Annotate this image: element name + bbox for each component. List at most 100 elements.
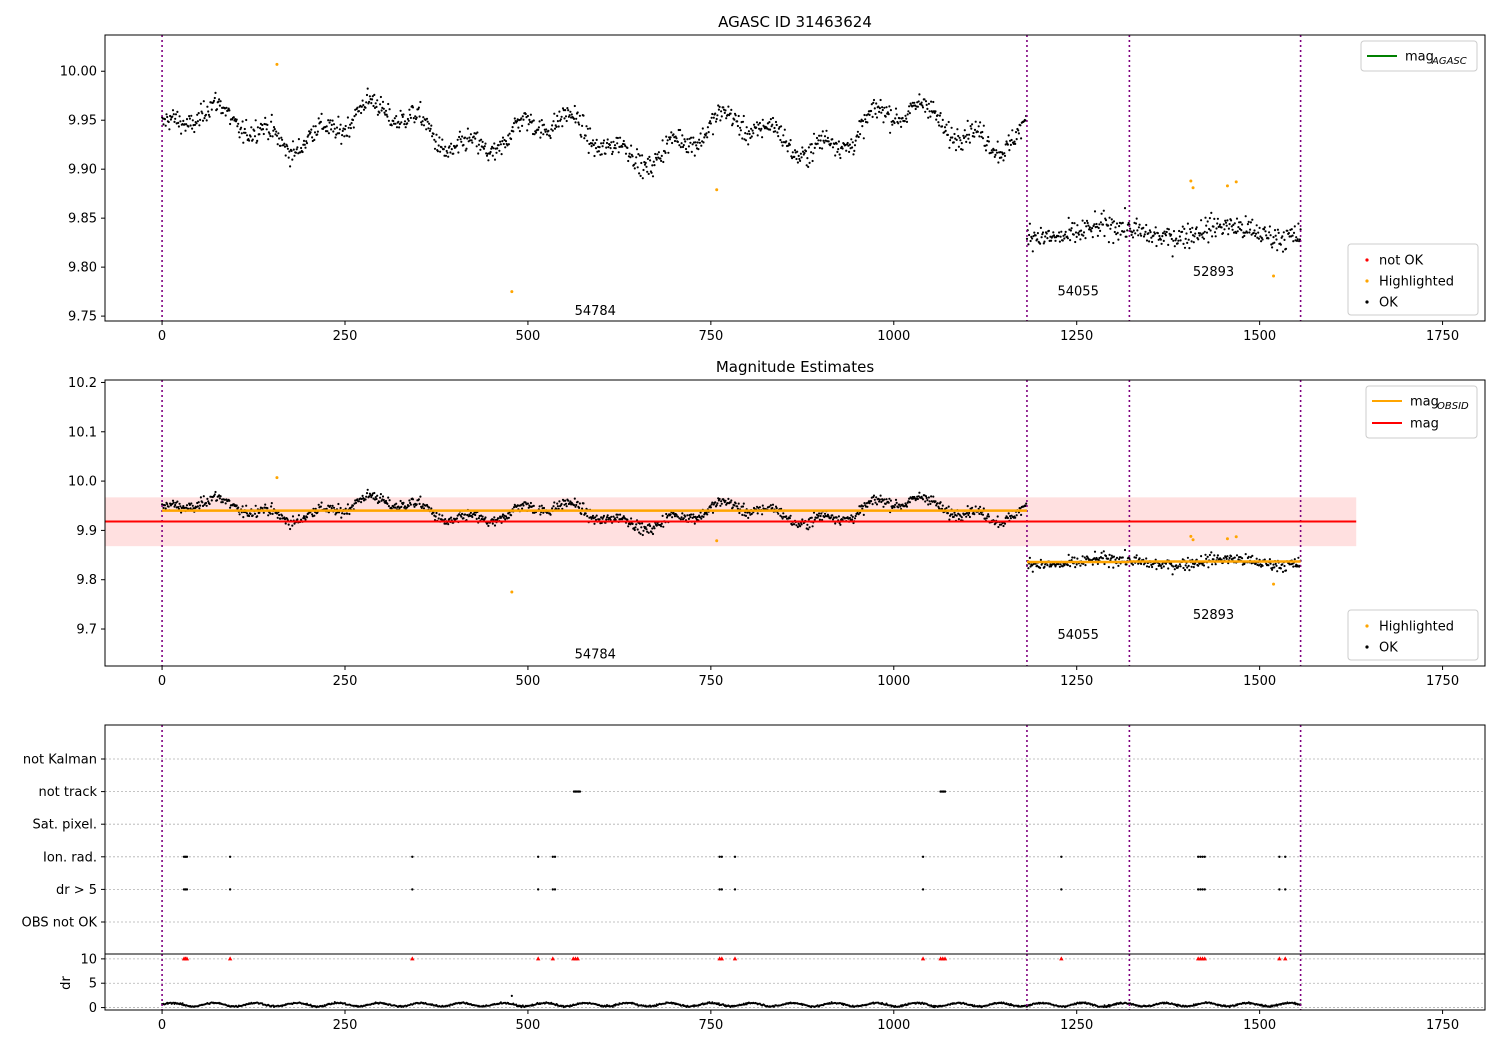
legend-label: not OK bbox=[1379, 254, 1424, 269]
x-tick-label: 1500 bbox=[1243, 1018, 1276, 1033]
flag-point bbox=[553, 855, 557, 858]
dr-not-ok-marker bbox=[184, 956, 190, 961]
dr-panel: 0 250 500 750 1000 1250 1500 1750 0 5 10 dr bbox=[59, 952, 1486, 1033]
x-tick-label: 0 bbox=[158, 1018, 166, 1033]
legend-box bbox=[1365, 385, 1478, 439]
dr-not-ok-marker bbox=[575, 956, 580, 961]
flag-point bbox=[578, 790, 582, 793]
legend-marker bbox=[1365, 645, 1369, 649]
dr-not-ok-marker bbox=[920, 956, 926, 961]
y-tick-label: 9.95 bbox=[68, 114, 97, 129]
highlighted-point bbox=[715, 539, 719, 543]
flag-point bbox=[553, 888, 557, 891]
legend-marker bbox=[1365, 258, 1369, 262]
flag-point bbox=[185, 855, 189, 858]
y-tick-label: 9.8 bbox=[76, 573, 97, 588]
flag-point bbox=[718, 888, 721, 891]
flag-row-label: Ion. rad. bbox=[43, 850, 97, 865]
panel-title-agasc: AGASC ID 31463624 bbox=[718, 13, 872, 31]
flag-point bbox=[185, 888, 189, 891]
highlighted-point bbox=[1234, 180, 1238, 184]
flag-point bbox=[921, 855, 925, 858]
flag-point bbox=[720, 855, 724, 858]
obsid-label: 54055 bbox=[1057, 628, 1098, 643]
y-tick-label: 10.0 bbox=[68, 475, 97, 490]
x-tick-label: 1750 bbox=[1426, 1018, 1459, 1033]
flag-point bbox=[1196, 888, 1200, 891]
highlighted-point bbox=[1272, 582, 1276, 586]
legend-label: OK bbox=[1379, 641, 1398, 656]
dr-not-ok-marker bbox=[1059, 956, 1064, 961]
flag-point bbox=[228, 888, 232, 891]
flag-point bbox=[1203, 855, 1206, 858]
highlighted-point bbox=[1225, 184, 1229, 188]
highlighted-point bbox=[1191, 538, 1195, 542]
legend-label: OK bbox=[1379, 296, 1398, 311]
dr-not-ok-marker bbox=[732, 956, 738, 961]
flag-row-label: not Kalman bbox=[23, 753, 97, 768]
flag-point bbox=[1201, 888, 1204, 891]
x-tick-label: 1000 bbox=[877, 329, 910, 344]
y-tick-label: 9.9 bbox=[76, 524, 97, 539]
highlighted-point bbox=[510, 590, 514, 594]
highlighted-point bbox=[1189, 179, 1193, 183]
y-tick-label: 9.7 bbox=[76, 623, 97, 638]
dr-not-ok-marker bbox=[719, 956, 725, 961]
flag-point bbox=[551, 888, 555, 891]
highlighted-point bbox=[275, 62, 279, 66]
panel-title-magnitude: Magnitude Estimates bbox=[716, 358, 874, 376]
flag-point bbox=[1201, 855, 1204, 858]
flag-row-label: OBS not OK bbox=[22, 916, 98, 931]
axes-frame bbox=[104, 379, 1486, 667]
x-tick-label: 1000 bbox=[877, 1018, 910, 1033]
x-tick-label: 750 bbox=[698, 674, 723, 689]
flag-point bbox=[1199, 855, 1202, 858]
obsid-label: 52893 bbox=[1193, 608, 1234, 623]
flag-point bbox=[921, 888, 925, 891]
x-tick-label: 500 bbox=[516, 329, 541, 344]
legend-marker bbox=[1365, 624, 1369, 628]
x-tick-label: 500 bbox=[516, 1018, 541, 1033]
flag-point bbox=[536, 888, 540, 891]
x-tick-label: 750 bbox=[698, 1018, 723, 1033]
y-tick-label: 10.00 bbox=[60, 65, 97, 80]
highlighted-point bbox=[715, 188, 719, 192]
x-tick-label: 1000 bbox=[877, 674, 910, 689]
x-tick-label: 500 bbox=[516, 674, 541, 689]
x-tick-label: 250 bbox=[333, 329, 358, 344]
x-tick-label: 1250 bbox=[1060, 674, 1093, 689]
dr-not-ok-marker bbox=[227, 956, 233, 961]
flag-point bbox=[1203, 888, 1206, 891]
flag-point bbox=[551, 855, 555, 858]
flag-point bbox=[943, 790, 947, 793]
y-tick-label: 10.2 bbox=[68, 376, 97, 391]
highlighted-point bbox=[1191, 186, 1195, 190]
flag-row-label: Sat. pixel. bbox=[33, 818, 97, 833]
highlighted-point bbox=[510, 290, 514, 294]
y-tick-label: 9.90 bbox=[68, 163, 97, 178]
flag-point bbox=[1284, 888, 1287, 891]
y-tick-label: 9.75 bbox=[68, 310, 97, 325]
flag-point bbox=[1278, 855, 1281, 858]
flag-point bbox=[411, 855, 414, 858]
ok-points bbox=[161, 87, 1302, 258]
dr-axis-label: dr bbox=[59, 976, 74, 990]
dr-axes-frame bbox=[104, 953, 1486, 1011]
legend-marker bbox=[1365, 279, 1369, 283]
obsid-label: 52893 bbox=[1193, 265, 1234, 280]
obsid-label: 54055 bbox=[1057, 285, 1098, 300]
dr-not-ok-marker bbox=[1277, 956, 1282, 961]
flag-point bbox=[733, 855, 737, 858]
legend-label: mag bbox=[1410, 395, 1439, 410]
flag-point bbox=[1060, 888, 1063, 891]
y-tick-label: 9.85 bbox=[68, 212, 97, 227]
obsid-label: 54784 bbox=[575, 304, 616, 319]
highlighted-point bbox=[1272, 274, 1276, 278]
flag-point bbox=[733, 888, 737, 891]
dr-points bbox=[161, 1001, 1302, 1009]
dr-not-ok-marker bbox=[1283, 956, 1288, 961]
flag-point bbox=[228, 855, 232, 858]
legend-box bbox=[1347, 609, 1479, 661]
x-tick-label: 1500 bbox=[1243, 329, 1276, 344]
